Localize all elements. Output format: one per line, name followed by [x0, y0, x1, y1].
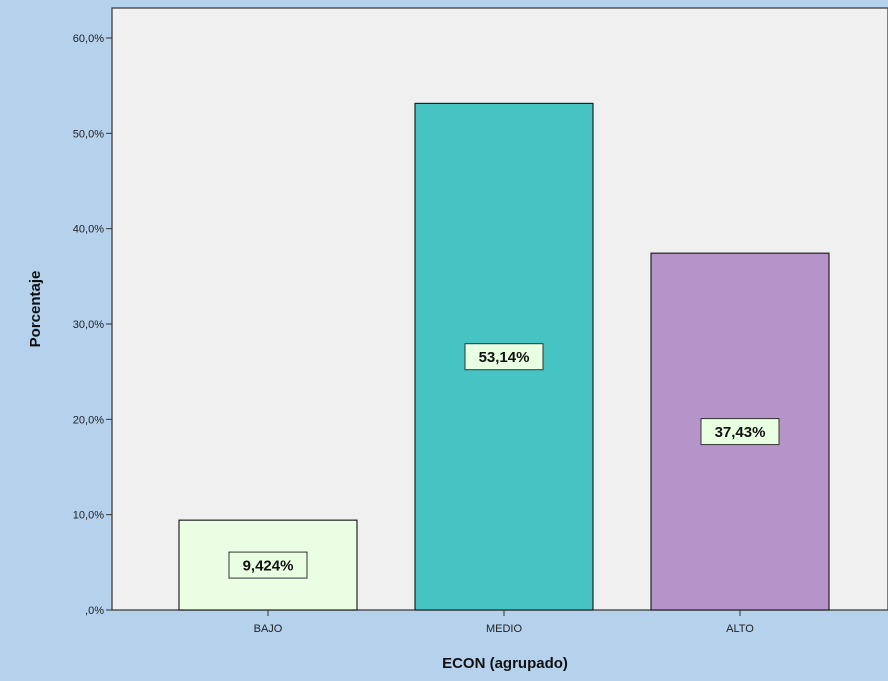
y-tick-label: 50,0%	[73, 128, 104, 140]
y-tick-label: 40,0%	[73, 224, 104, 236]
y-tick-label: 10,0%	[73, 510, 104, 522]
data-label: 37,43%	[715, 424, 766, 441]
x-tick-label: BAJO	[254, 623, 283, 635]
x-tick-label: MEDIO	[486, 623, 523, 635]
y-axis-title: Porcentaje	[27, 271, 44, 348]
x-axis-title: ECON (agrupado)	[442, 655, 568, 672]
y-tick-label: ,0%	[85, 605, 104, 617]
y-tick-label: 30,0%	[73, 319, 104, 331]
data-label: 9,424%	[243, 558, 294, 575]
x-tick-label: ALTO	[726, 623, 754, 635]
data-label: 53,14%	[479, 349, 530, 366]
y-tick-label: 60,0%	[73, 33, 104, 45]
y-tick-label: 20,0%	[73, 414, 104, 426]
